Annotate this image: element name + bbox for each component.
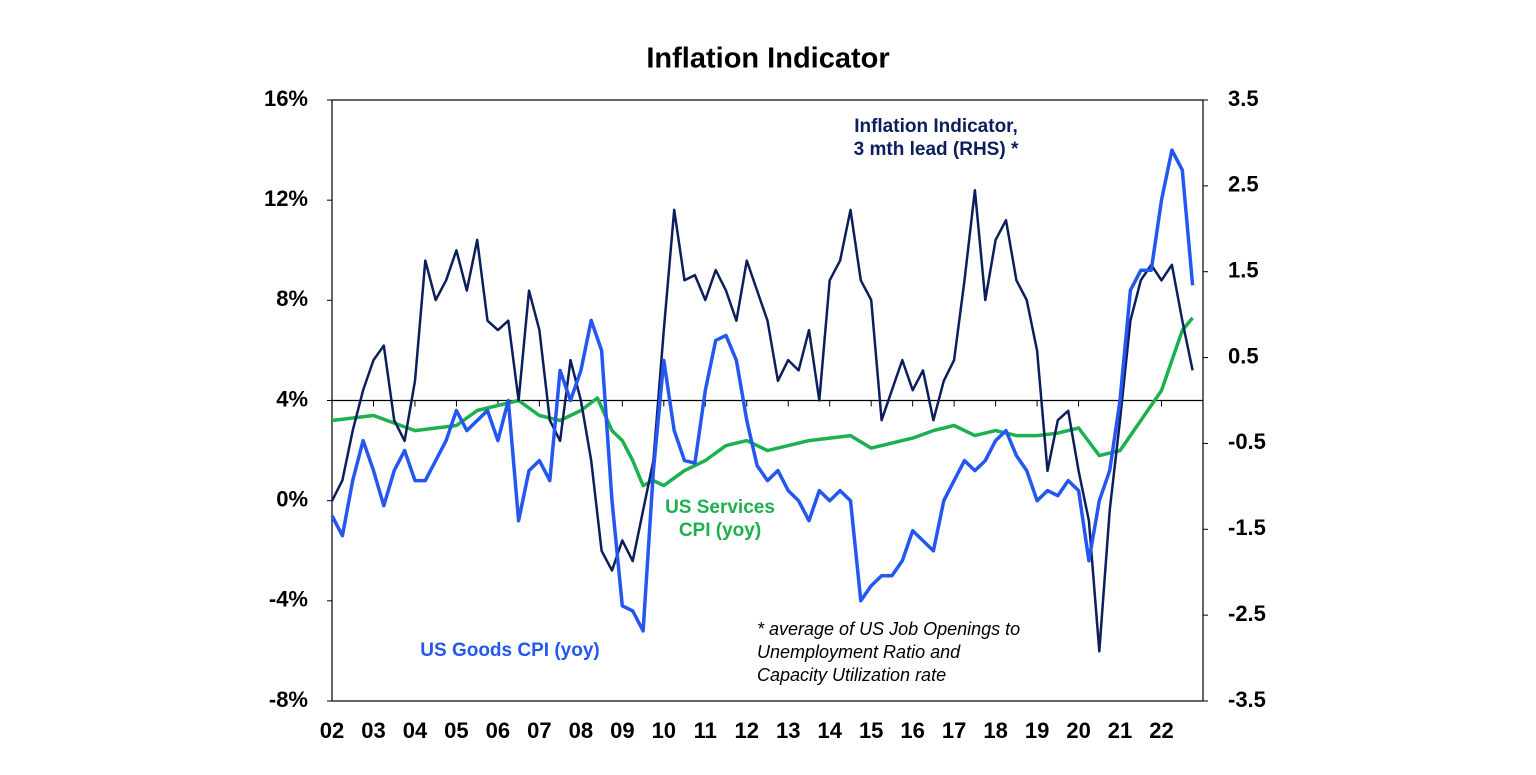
x-tick-label: 12: [735, 718, 759, 743]
y2-tick-label: -0.5: [1228, 429, 1266, 454]
series-label: US Goods CPI (yoy): [420, 640, 599, 661]
x-tick-label: 16: [900, 718, 924, 743]
y2-tick-label: 3.5: [1228, 86, 1259, 111]
x-tick-label: 14: [817, 718, 842, 743]
y2-tick-label: -1.5: [1228, 515, 1266, 540]
series-line: [330, 188, 1194, 653]
y2-tick-label: 0.5: [1228, 343, 1259, 368]
x-tick-label: 04: [403, 718, 428, 743]
footnote: Unemployment Ratio and: [757, 642, 961, 662]
y-tick-label: 4%: [276, 386, 308, 411]
x-tick-label: 06: [486, 718, 510, 743]
x-tick-label: 07: [527, 718, 551, 743]
x-tick-label: 13: [776, 718, 800, 743]
series-label: US Services: [665, 497, 775, 518]
x-tick-label: 19: [1025, 718, 1049, 743]
x-tick-label: 10: [652, 718, 676, 743]
y2-tick-label: 2.5: [1228, 172, 1259, 197]
x-tick-label: 03: [361, 718, 385, 743]
series-label: CPI (yoy): [679, 520, 761, 541]
x-tick-label: 21: [1108, 718, 1132, 743]
y-tick-label: -4%: [269, 587, 308, 612]
x-tick-label: 20: [1066, 718, 1090, 743]
x-tick-label: 15: [859, 718, 883, 743]
footnote: * average of US Job Openings to: [757, 619, 1020, 639]
x-tick-label: 18: [983, 718, 1007, 743]
series-line: [330, 148, 1195, 633]
footnote: Capacity Utilization rate: [757, 665, 946, 685]
y2-tick-label: -2.5: [1228, 601, 1266, 626]
x-tick-label: 11: [694, 718, 717, 743]
y-tick-label: -8%: [269, 687, 308, 712]
x-tick-label: 02: [320, 718, 344, 743]
y2-tick-label: 1.5: [1228, 258, 1259, 283]
x-tick-label: 22: [1149, 718, 1173, 743]
series-label: Inflation Indicator,: [854, 116, 1018, 137]
x-tick-label: 08: [569, 718, 593, 743]
x-tick-label: 05: [444, 718, 468, 743]
x-tick-label: 17: [942, 718, 966, 743]
y-tick-label: 8%: [276, 286, 308, 311]
y-tick-label: 16%: [264, 86, 308, 111]
series-label: 3 mth lead (RHS) *: [854, 139, 1019, 160]
y2-tick-label: -3.5: [1228, 687, 1266, 712]
chart-title: Inflation Indicator: [646, 43, 889, 75]
series-line: [331, 316, 1194, 488]
y-tick-label: 0%: [276, 486, 308, 511]
x-tick-label: 09: [610, 718, 634, 743]
y-tick-label: 12%: [264, 186, 308, 211]
